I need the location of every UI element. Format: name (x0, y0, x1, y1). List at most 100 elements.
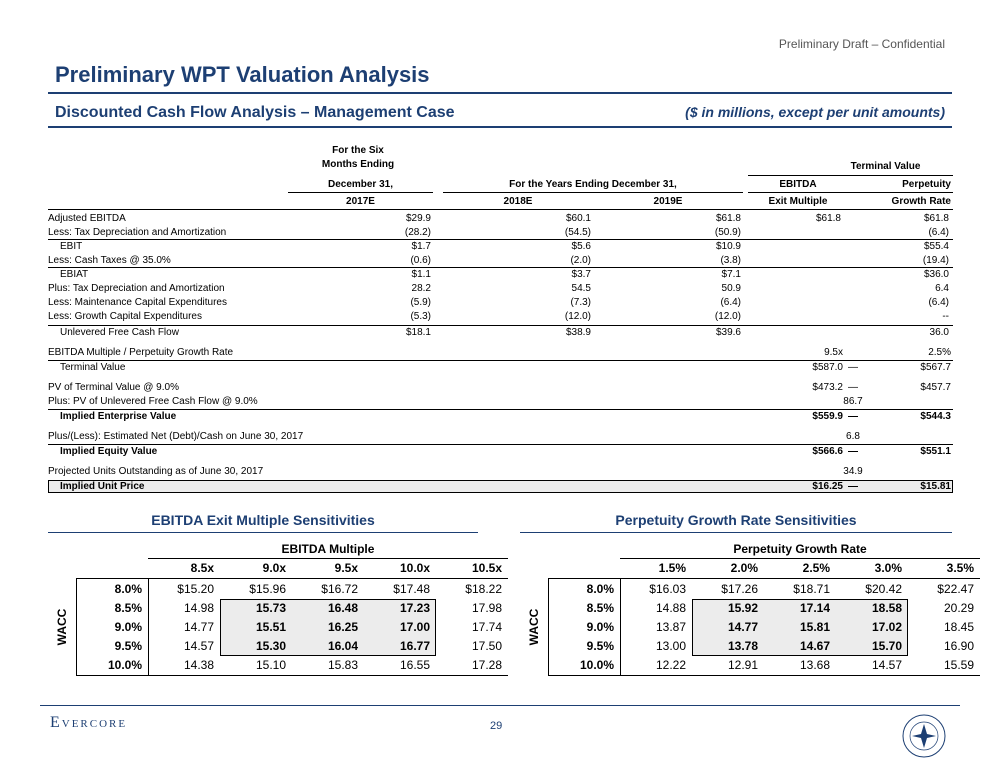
sens-col-header: 2.5% (802, 561, 830, 575)
dcf-row-label: Less: Growth Capital Expenditures (48, 311, 202, 322)
debt-label: Plus/(Less): Estimated Net (Debt)/Cash o… (48, 431, 304, 442)
multiple-perp: 2.5% (928, 347, 951, 358)
ebitda-sensitivity-table: EBITDA Multiple 8.5x 9.0x 9.5x 10.0x 10.5x 8.0… (48, 542, 508, 676)
sens-cell: 18.58 (871, 601, 902, 615)
sens-cell: 12.91 (727, 658, 758, 672)
header-growth: Growth Rate (891, 196, 951, 207)
sens-cell: 16.77 (399, 639, 430, 653)
units-label: Projected Units Outstanding as of June 3… (48, 466, 264, 477)
multiple-label: EBITDA Multiple / Perpetuity Growth Rate (48, 347, 234, 358)
sens-cell: 15.73 (255, 601, 286, 615)
dcf-cell: (19.4) (922, 255, 949, 266)
sens-cell: 18.45 (943, 620, 974, 634)
dcf-cell: 54.5 (571, 283, 591, 294)
dcf-cell: $1.1 (411, 269, 431, 280)
header-exit: Exit Multiple (768, 196, 828, 207)
dcf-row-label: Plus: Tax Depreciation and Amortization (48, 283, 225, 294)
pvtv-label: PV of Terminal Value @ 9.0% (48, 382, 179, 393)
wpt-seal-icon (902, 714, 946, 758)
sens-highlight-block (220, 599, 436, 656)
sens-cell: $16.03 (649, 582, 686, 596)
sens-cell: 13.68 (799, 658, 830, 672)
sens-cell: 17.02 (871, 620, 902, 634)
eq-dash: — (848, 446, 858, 457)
sens-cell: 13.78 (727, 639, 758, 653)
sens-cell: 14.67 (799, 639, 830, 653)
eq-perp: $551.1 (920, 446, 951, 457)
dcf-cell: (5.3) (410, 311, 431, 322)
sens-axis-label: EBITDA Multiple (281, 542, 375, 556)
dcf-cell: $29.9 (405, 213, 431, 224)
dcf-cell: -- (942, 311, 949, 322)
dcf-row-label: Unlevered Free Cash Flow (60, 327, 179, 338)
dcf-cell: (54.5) (564, 227, 591, 238)
sens-cell: 17.23 (399, 601, 430, 615)
sens-col-header: 1.5% (658, 561, 686, 575)
pvtv-dash: — (848, 382, 858, 393)
header-years: For the Years Ending December 31, (509, 179, 677, 190)
dcf-cell: (5.9) (410, 297, 431, 308)
eq-label: Implied Equity Value (60, 446, 158, 457)
sens-cell: 15.83 (327, 658, 358, 672)
header-six-3: December 31, (327, 179, 394, 190)
sens-cell: 16.25 (327, 620, 358, 634)
sens-row-header: 9.5% (586, 639, 614, 653)
sens-cell: $18.71 (793, 582, 830, 596)
eq-exit: $566.6 (812, 446, 843, 457)
price-perp: $15.81 (920, 481, 951, 492)
sens-cell: 14.88 (655, 601, 686, 615)
ev-label: Implied Enterprise Value (60, 411, 177, 422)
price-exit: $16.25 (812, 481, 843, 492)
perp-sensitivity-table: Perpetuity Growth Rate 1.5% 2.0% 2.5% 3.0% 3.… (520, 542, 980, 676)
sens-cell: 14.98 (183, 601, 214, 615)
sens-cell: 14.57 (183, 639, 214, 653)
page-number: 29 (490, 720, 503, 732)
subtitle-rule (48, 126, 952, 128)
sens-cell: 17.98 (471, 601, 502, 615)
dcf-cell: (3.8) (720, 255, 741, 266)
sens-cell: 14.38 (183, 658, 214, 672)
sens-cell: 15.51 (255, 620, 286, 634)
multiple-exit: 9.5x (824, 347, 843, 358)
dcf-cell: (2.0) (570, 255, 591, 266)
evercore-logo: Evercore (50, 714, 128, 731)
sens-cell: 15.92 (727, 601, 758, 615)
dcf-cell: (6.4) (928, 297, 949, 308)
dcf-cell: $60.1 (565, 213, 591, 224)
sens-row-header: 8.0% (586, 582, 614, 596)
units-value: 34.9 (843, 466, 863, 477)
sens-cell: 16.90 (943, 639, 974, 653)
page-title: Preliminary WPT Valuation Analysis (55, 62, 430, 87)
dcf-cell: 28.2 (411, 283, 431, 294)
sens-cell: 17.14 (799, 601, 830, 615)
sens-cell: 15.81 (799, 620, 830, 634)
sens-col-header: 9.0x (262, 561, 286, 575)
perp-sens-title: Perpetuity Growth Rate Sensitivities (615, 512, 857, 528)
header-six-2: Months Ending (321, 159, 395, 170)
sens-cell: 15.59 (943, 658, 974, 672)
dcf-cell: $36.0 (923, 269, 949, 280)
wacc-label: WACC (55, 608, 69, 646)
sens-col-header: 8.5x (190, 561, 214, 575)
pvfcf-label: Plus: PV of Unlevered Free Cash Flow @ 9… (48, 396, 258, 407)
sens-cell: $18.22 (465, 582, 502, 596)
dcf-cell: (0.6) (410, 255, 431, 266)
sens-cell: $17.26 (721, 582, 758, 596)
sens-cell: $15.96 (249, 582, 286, 596)
sens-row-header: 9.5% (114, 639, 142, 653)
sens-cell: 14.77 (183, 620, 214, 634)
sens-axis-label: Perpetuity Growth Rate (733, 542, 867, 556)
dcf-table: For the Six Months Ending Terminal Value… (48, 143, 953, 493)
dcf-row-label: EBIT (60, 241, 83, 252)
debt-value: 6.8 (846, 431, 860, 442)
sens-cell: 13.87 (655, 620, 686, 634)
price-dash: — (848, 481, 858, 492)
dcf-cell: (6.4) (720, 297, 741, 308)
ebitda-sens-title: EBITDA Exit Multiple Sensitivities (151, 512, 375, 528)
tv-dash: — (848, 362, 858, 373)
sens-row-header: 8.5% (586, 601, 614, 615)
sens-cell: 13.00 (655, 639, 686, 653)
sens-cell: 15.10 (255, 658, 286, 672)
unit-price-row (48, 480, 953, 493)
sens-cell: 17.74 (471, 620, 502, 634)
